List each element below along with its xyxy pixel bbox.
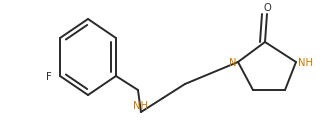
Text: N: N xyxy=(228,58,236,68)
Text: NH: NH xyxy=(133,101,149,111)
Text: F: F xyxy=(46,72,52,82)
Text: O: O xyxy=(263,3,271,13)
Text: NH: NH xyxy=(298,58,313,68)
